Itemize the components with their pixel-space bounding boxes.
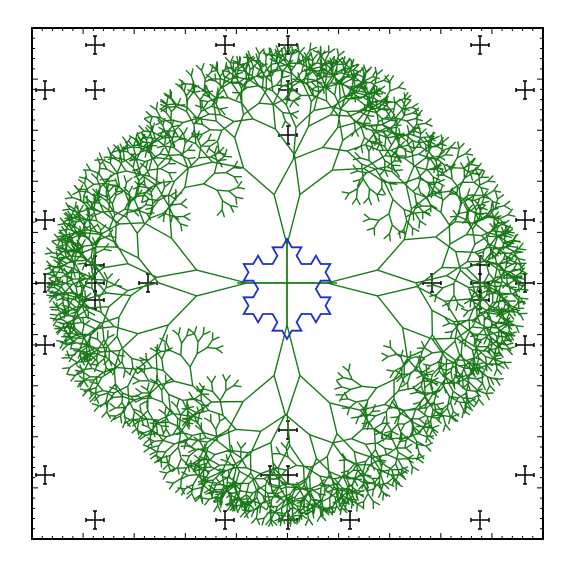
diagram-frame [31,27,544,540]
koch-snowflake [242,237,332,341]
